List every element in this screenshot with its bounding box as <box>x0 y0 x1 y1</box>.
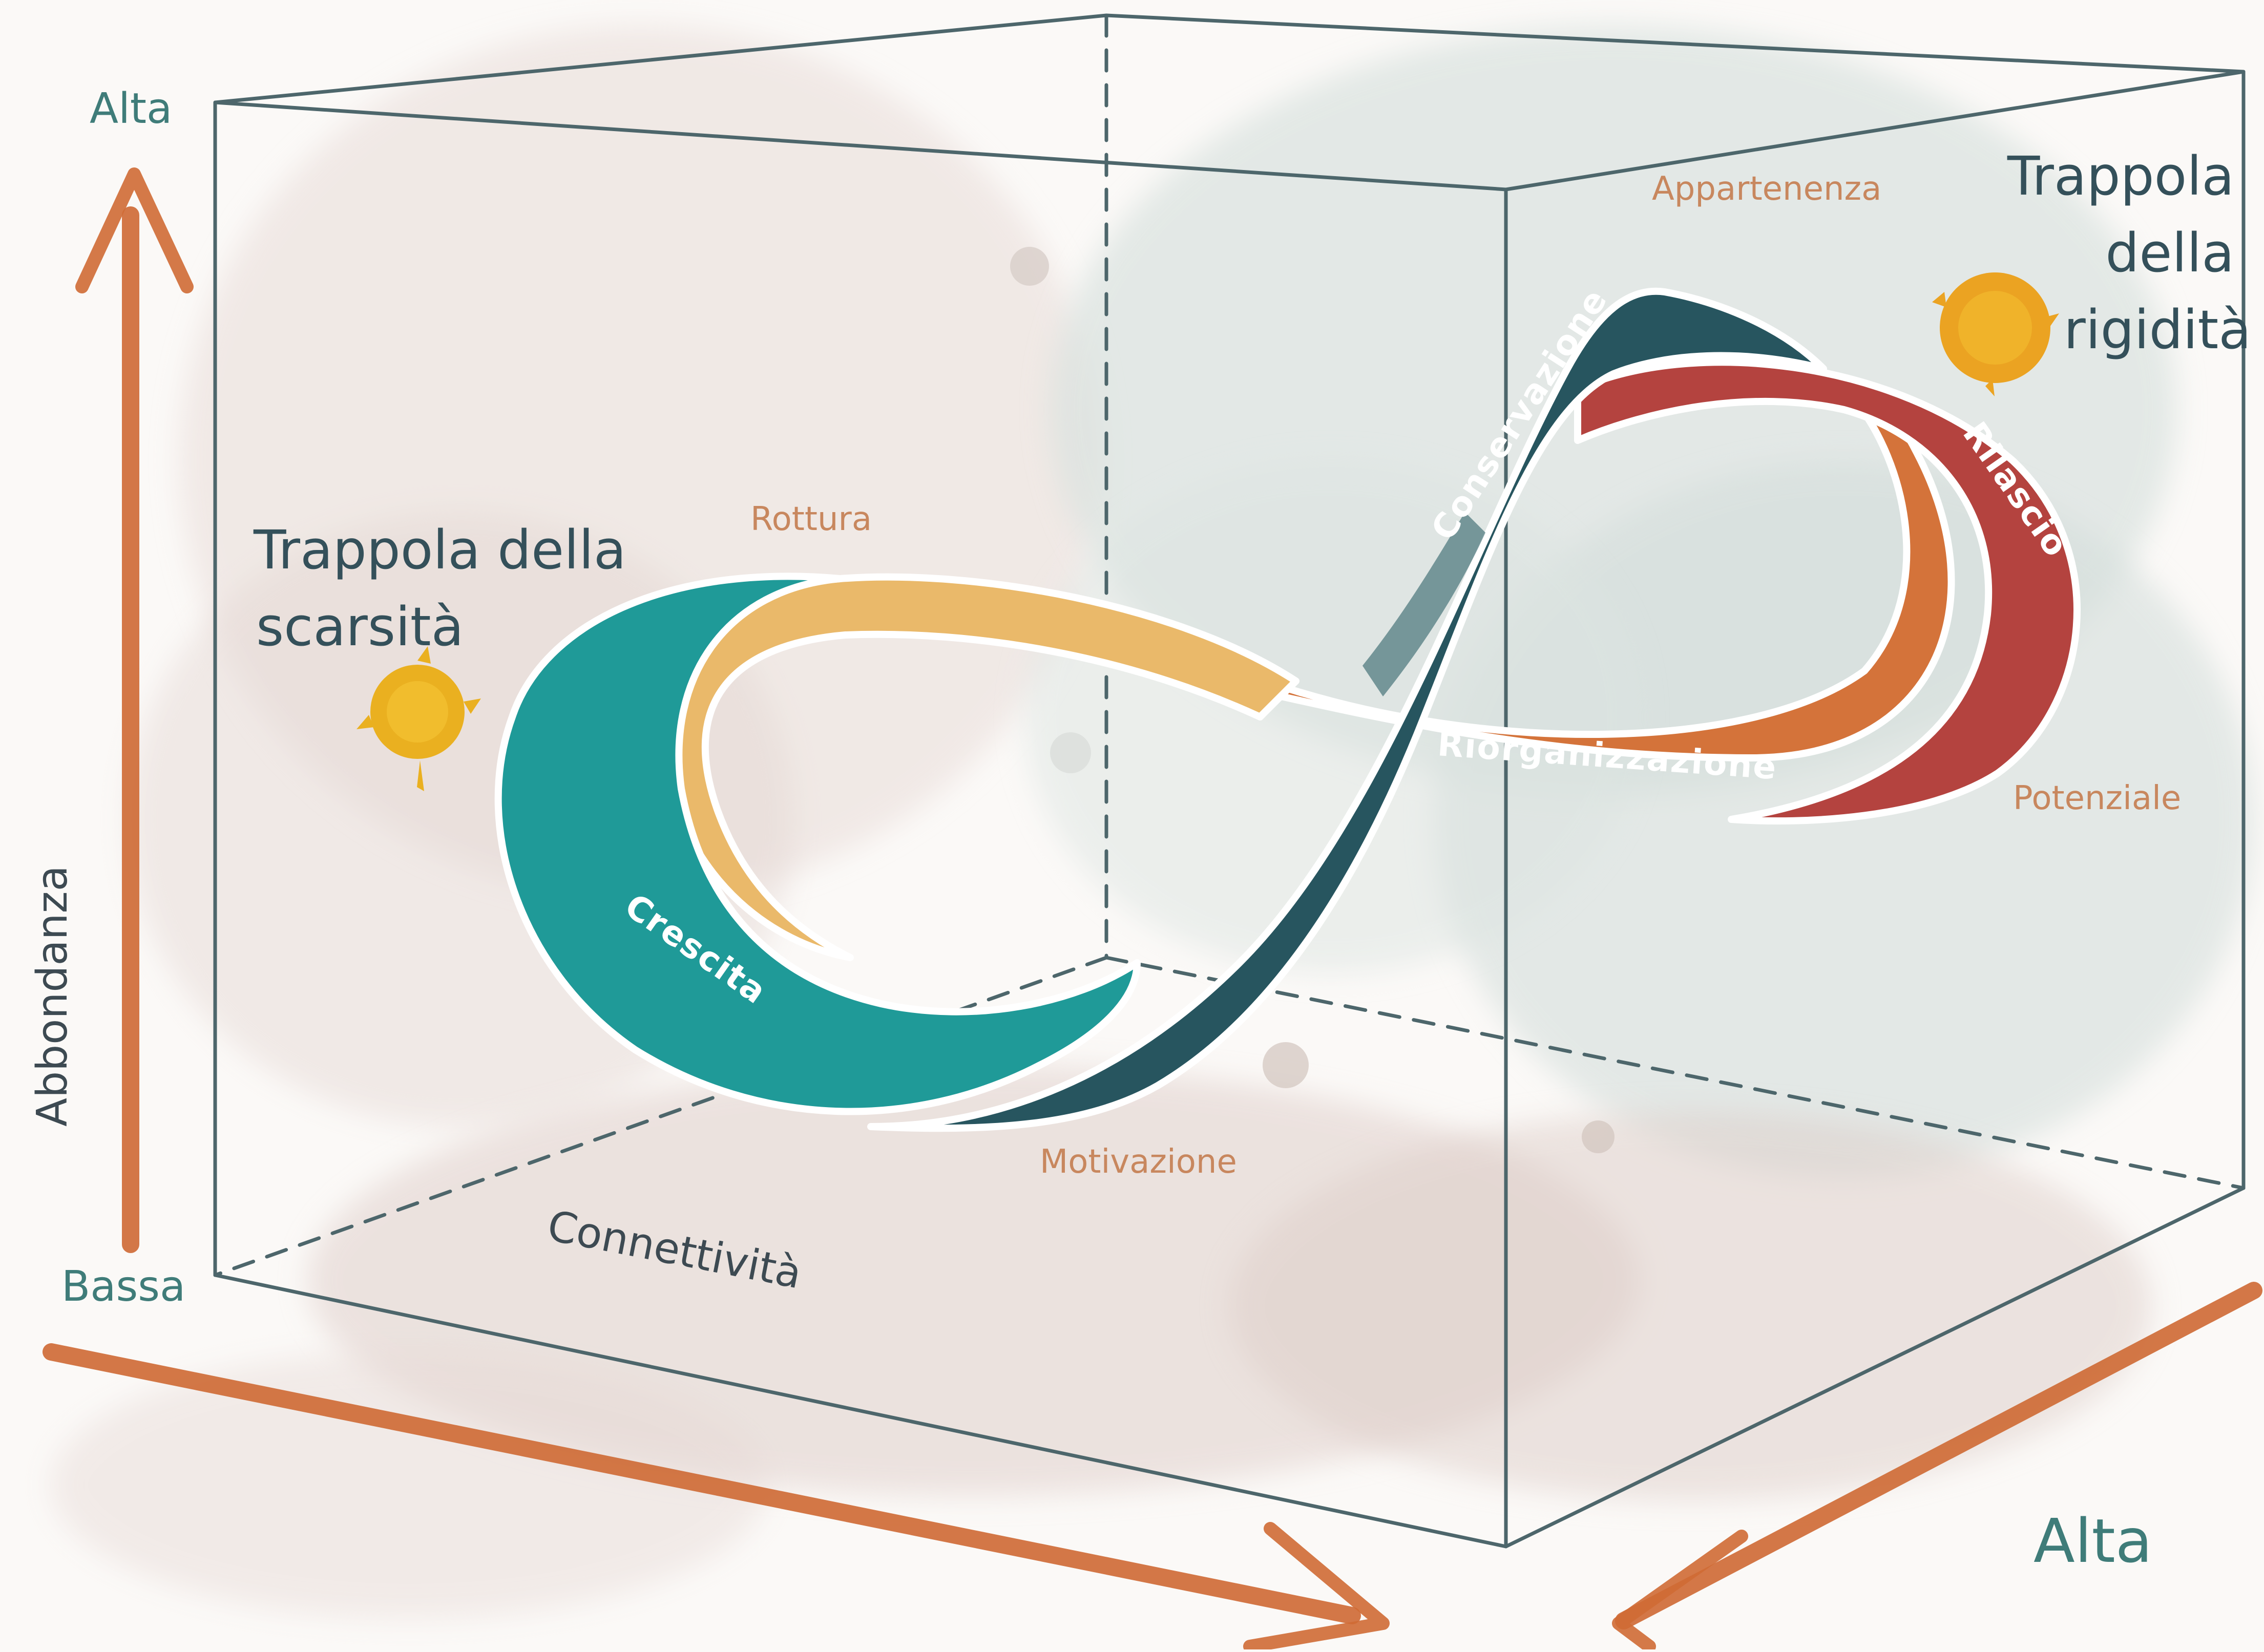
adaptive-cycle-loop <box>494 287 2081 1132</box>
perspective-box <box>213 13 2246 1549</box>
abundance-low-label: Bassa <box>61 1262 185 1311</box>
growth-band <box>494 573 1141 1115</box>
scarcity-trap-icon <box>357 646 481 791</box>
abundance-high-label: Alta <box>90 84 172 133</box>
rigidity-trap-icon <box>1932 272 2059 396</box>
connectivity-arrow-front <box>43 1343 1390 1652</box>
belonging-label: Appartenenza <box>1652 170 1881 208</box>
abundance-axis-title: Abbondanza <box>28 865 77 1127</box>
connectivity-high-label: Alta <box>2034 1506 2152 1576</box>
rigidity-trap-label: Trappola della rigidità <box>2007 145 2251 361</box>
potential-label: Potenziale <box>2013 779 2181 817</box>
conservation-band <box>867 287 1827 1132</box>
scarcity-trap-label: Trappola della scarsità <box>253 519 643 658</box>
release-band <box>1574 358 2081 825</box>
connectivity-arrow-side <box>1612 1282 2262 1652</box>
motivation-label: Motivazione <box>1040 1143 1237 1181</box>
rupture-label: Rottura <box>750 500 872 538</box>
abundance-arrow <box>75 167 194 1253</box>
